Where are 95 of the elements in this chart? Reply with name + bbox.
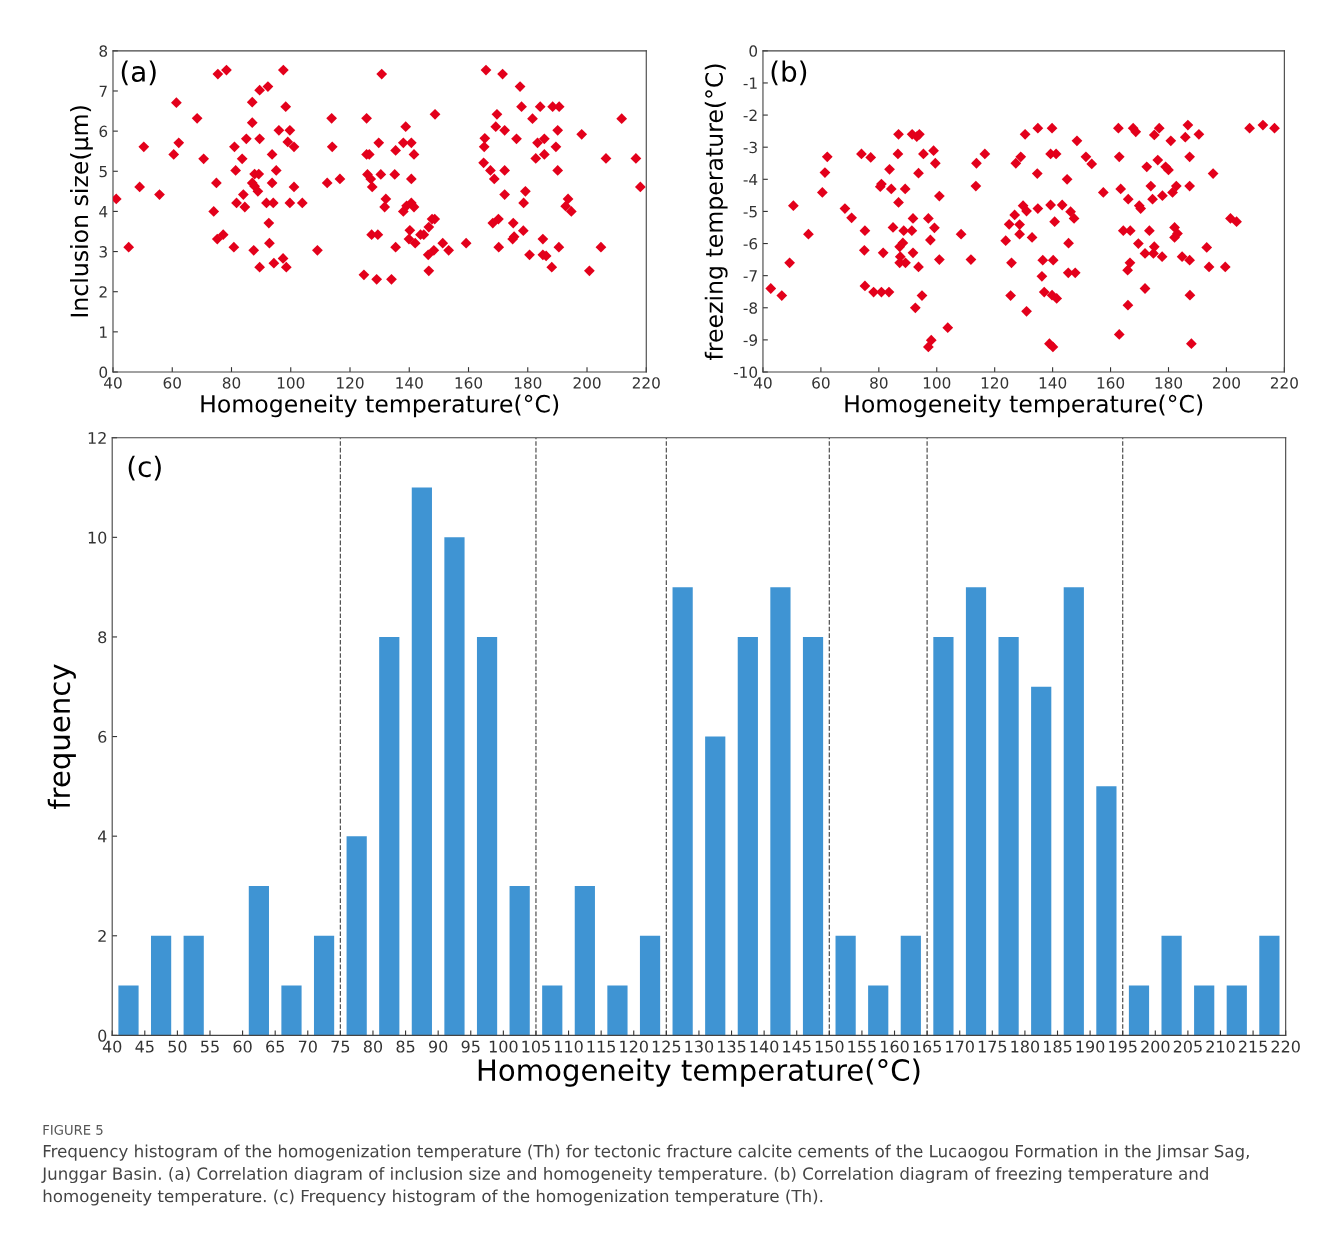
x-tick-label: 105 bbox=[522, 1040, 550, 1053]
x-tick-label: 140 bbox=[396, 377, 423, 389]
x-tick-label: 55 bbox=[201, 1040, 219, 1053]
y-tick-label: -1 bbox=[743, 77, 757, 89]
x-tick-label: 40 bbox=[102, 1040, 122, 1053]
x-tick-label: 45 bbox=[135, 1040, 154, 1053]
x-tick-label: 40 bbox=[104, 377, 122, 389]
x-tick-label: 185 bbox=[1044, 1040, 1072, 1053]
y-tick-label: 12 bbox=[88, 431, 106, 444]
x-tick-label: 100 bbox=[277, 377, 305, 389]
y-tick-label: 0 bbox=[98, 1029, 107, 1042]
x-tick-label: 170 bbox=[946, 1040, 974, 1053]
x-tick-label: 140 bbox=[1039, 377, 1067, 389]
x-axis-title: Homogeneity temperature(°C) bbox=[845, 394, 1203, 418]
x-tick-label: 220 bbox=[1270, 377, 1298, 389]
y-tick-label: -10 bbox=[733, 366, 758, 379]
x-tick-label: 160 bbox=[1097, 377, 1125, 389]
y-tick-label: 10 bbox=[88, 531, 107, 544]
x-tick-label: 220 bbox=[1271, 1040, 1300, 1053]
y-tick-label: -7 bbox=[743, 270, 757, 282]
x-tick-label: 120 bbox=[981, 377, 1009, 389]
y-tick-label: -4 bbox=[743, 173, 758, 186]
y-tick-label: 6 bbox=[99, 125, 108, 138]
y-tick-label: -3 bbox=[743, 141, 757, 154]
x-tick-label: 80 bbox=[222, 377, 241, 389]
y-axis-title: freezing temperature(°C) bbox=[704, 64, 728, 360]
caption: FIGURE 5 bbox=[43, 1124, 103, 1135]
x-tick-label: 160 bbox=[881, 1040, 909, 1053]
x-tick-label: 220 bbox=[632, 377, 660, 389]
y-tick-label: 0 bbox=[99, 366, 108, 379]
x-tick-label: 135 bbox=[718, 1040, 746, 1053]
y-tick-label: 4 bbox=[99, 206, 108, 218]
x-tick-label: 180 bbox=[1011, 1040, 1040, 1053]
x-tick-label: 80 bbox=[363, 1040, 383, 1053]
x-tick-label: 190 bbox=[1076, 1040, 1105, 1053]
x-tick-label: 175 bbox=[978, 1040, 1007, 1053]
x-tick-label: 165 bbox=[913, 1040, 941, 1053]
y-axis-title: Inclusion size(μm) bbox=[70, 106, 93, 317]
x-tick-label: 215 bbox=[1239, 1040, 1267, 1053]
x-tick-label: 205 bbox=[1173, 1040, 1202, 1053]
x-tick-label: 70 bbox=[298, 1040, 317, 1053]
x-tick-label: 160 bbox=[455, 377, 483, 389]
y-tick-label: 2 bbox=[99, 286, 107, 298]
x-tick-label: 50 bbox=[168, 1040, 187, 1053]
y-tick-label: 2 bbox=[98, 930, 106, 942]
x-tick-label: 195 bbox=[1109, 1040, 1137, 1053]
text: Frequency histogram of the homogenization temperature (Th) for tectonic fracture calcite cements of the Lucaogou Formation in the Jimsar Sag, Junggar Basin. (a) Correlation diagram of inclusion size and homogeneity temperature. (b) Correlation diagram of freezing temperature and homogeneity temperature. (c) Frequency histogram of the homogenization temperature (Th). bbox=[41, 1144, 1249, 1206]
x-tick-label: 200 bbox=[1141, 1040, 1170, 1053]
x-tick-label: 60 bbox=[233, 1040, 252, 1053]
x-tick-label: 40 bbox=[753, 377, 772, 389]
y-tick-label: 3 bbox=[99, 246, 107, 258]
x-tick-label: 200 bbox=[1212, 377, 1240, 389]
y-tick-label: 8 bbox=[98, 631, 107, 644]
y-tick-label: 4 bbox=[97, 830, 107, 843]
x-tick-label: 155 bbox=[848, 1040, 876, 1053]
annotation: (b) bbox=[771, 60, 807, 86]
y-tick-label: -2 bbox=[743, 109, 757, 121]
x-tick-label: 150 bbox=[815, 1040, 844, 1053]
y-axis-title: frequency bbox=[47, 664, 76, 810]
x-tick-label: 100 bbox=[489, 1040, 518, 1053]
x-tick-label: 80 bbox=[870, 377, 888, 389]
y-tick-label: 5 bbox=[99, 165, 107, 178]
x-tick-label: 110 bbox=[555, 1040, 583, 1053]
x-axis-title: Homogeneity temperature(°C) bbox=[478, 1058, 920, 1087]
x-tick-label: 75 bbox=[331, 1040, 350, 1053]
x-tick-label: 130 bbox=[685, 1040, 714, 1053]
x-tick-label: 180 bbox=[514, 377, 542, 389]
x-tick-label: 145 bbox=[783, 1040, 811, 1053]
x-tick-label: 200 bbox=[573, 377, 601, 389]
x-tick-label: 120 bbox=[337, 377, 364, 389]
x-tick-label: 180 bbox=[1155, 377, 1183, 389]
x-tick-label: 60 bbox=[812, 377, 830, 389]
y-tick-label: 8 bbox=[99, 45, 108, 57]
annotation: (c) bbox=[128, 455, 161, 481]
x-tick-label: 90 bbox=[429, 1040, 448, 1053]
x-tick-label: 125 bbox=[652, 1040, 681, 1053]
y-tick-label: 0 bbox=[749, 45, 758, 57]
y-tick-label: 6 bbox=[98, 730, 107, 743]
x-tick-label: 95 bbox=[461, 1040, 480, 1053]
y-tick-label: -6 bbox=[743, 238, 758, 250]
x-tick-label: 100 bbox=[923, 377, 951, 389]
x-tick-label: 115 bbox=[587, 1040, 615, 1053]
annotation: (a) bbox=[121, 60, 156, 86]
x-tick-label: 210 bbox=[1206, 1040, 1235, 1053]
x-tick-label: 65 bbox=[266, 1040, 284, 1053]
y-tick-label: -5 bbox=[743, 206, 757, 218]
y-tick-label: -9 bbox=[743, 334, 758, 346]
x-tick-label: 85 bbox=[396, 1040, 415, 1053]
y-tick-label: 7 bbox=[99, 85, 107, 97]
x-tick-label: 140 bbox=[750, 1040, 779, 1053]
y-tick-label: -8 bbox=[743, 302, 758, 314]
x-tick-label: 120 bbox=[620, 1040, 648, 1053]
x-axis-title: Homogeneity temperature(°C) bbox=[201, 394, 559, 418]
y-tick-label: 1 bbox=[100, 326, 107, 338]
x-tick-label: 60 bbox=[163, 377, 181, 389]
